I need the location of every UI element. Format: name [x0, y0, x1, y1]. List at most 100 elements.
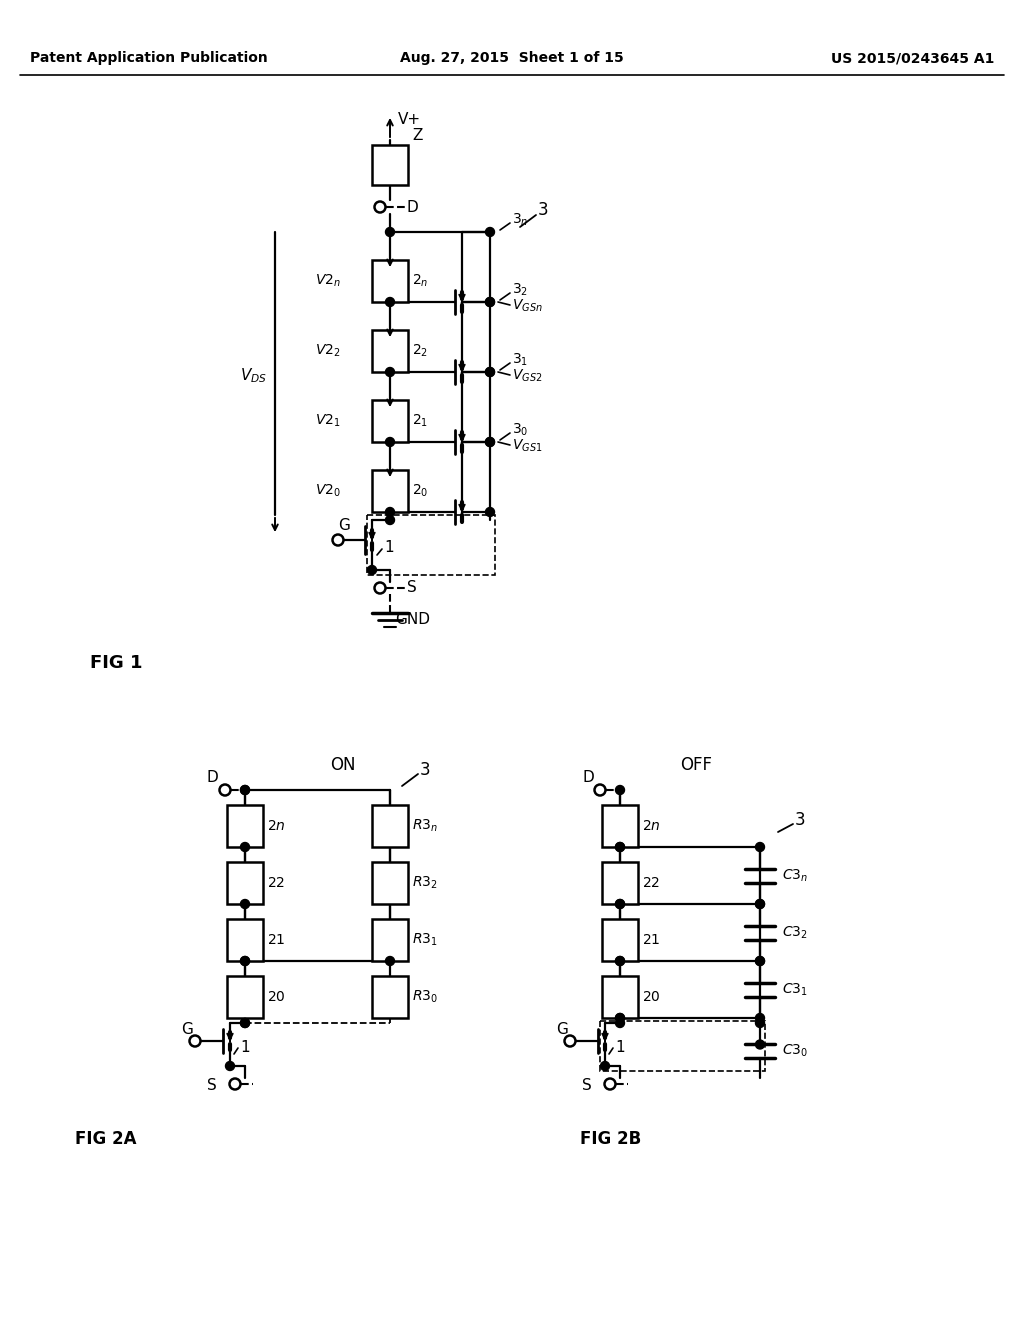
Circle shape [600, 1061, 609, 1071]
Circle shape [615, 842, 625, 851]
Text: $C3_2$: $C3_2$ [782, 924, 808, 941]
Text: $3_n$: $3_n$ [512, 211, 528, 228]
Text: 3: 3 [420, 762, 431, 779]
Text: FIG 2B: FIG 2B [580, 1130, 641, 1148]
Text: S: S [207, 1078, 217, 1093]
Bar [227, 975, 263, 1018]
Bar [600, 1020, 765, 1071]
Text: $V_{DS}$: $V_{DS}$ [240, 367, 267, 385]
Text: $C3_n$: $C3_n$ [782, 867, 808, 883]
Circle shape [615, 957, 625, 965]
Text: $R3_1$: $R3_1$ [412, 932, 438, 948]
Circle shape [241, 785, 250, 795]
Circle shape [615, 1019, 625, 1027]
Circle shape [385, 957, 394, 965]
Text: $C3_0$: $C3_0$ [782, 1043, 808, 1059]
Circle shape [385, 297, 394, 306]
Text: 3: 3 [795, 810, 806, 829]
Bar [367, 515, 495, 576]
Circle shape [756, 899, 765, 908]
Circle shape [485, 437, 495, 446]
Circle shape [385, 367, 394, 376]
Text: $2n$: $2n$ [642, 818, 660, 833]
Circle shape [241, 899, 250, 908]
Text: $R3_2$: $R3_2$ [412, 875, 438, 891]
Text: G: G [181, 1022, 193, 1036]
Bar [372, 862, 408, 904]
Text: S: S [582, 1078, 592, 1093]
Text: $3_1$: $3_1$ [512, 352, 528, 368]
Text: FIG 2A: FIG 2A [75, 1130, 136, 1148]
Circle shape [756, 1040, 765, 1049]
Circle shape [485, 297, 495, 306]
Text: GND: GND [395, 612, 430, 627]
Bar [372, 400, 408, 442]
Circle shape [241, 785, 250, 795]
Circle shape [385, 227, 394, 236]
Circle shape [615, 899, 625, 908]
Circle shape [485, 367, 495, 376]
Circle shape [241, 1019, 250, 1027]
Text: $3_0$: $3_0$ [512, 422, 528, 438]
Circle shape [485, 367, 495, 376]
Bar [372, 145, 408, 185]
Text: 1: 1 [615, 1040, 625, 1055]
Text: D: D [407, 199, 419, 214]
Circle shape [615, 899, 625, 908]
Text: S: S [407, 581, 417, 595]
Bar [227, 805, 263, 847]
Circle shape [385, 437, 394, 446]
Text: $21$: $21$ [642, 933, 660, 946]
Text: $V_{GS2}$: $V_{GS2}$ [512, 368, 543, 384]
Circle shape [241, 957, 250, 965]
Circle shape [385, 516, 394, 524]
Circle shape [615, 957, 625, 965]
Text: D: D [207, 771, 219, 785]
Circle shape [485, 227, 495, 236]
Text: Patent Application Publication: Patent Application Publication [30, 51, 267, 65]
Text: D: D [582, 771, 594, 785]
Circle shape [615, 842, 625, 851]
Text: $2_0$: $2_0$ [412, 483, 428, 499]
Text: $20$: $20$ [642, 990, 660, 1005]
Circle shape [241, 1019, 250, 1027]
Circle shape [368, 565, 377, 574]
Text: $2_n$: $2_n$ [412, 273, 428, 289]
Text: FIG 1: FIG 1 [90, 653, 142, 672]
Text: $2n$: $2n$ [267, 818, 286, 833]
Circle shape [756, 1019, 765, 1027]
Bar [227, 862, 263, 904]
Circle shape [241, 842, 250, 851]
Bar [602, 975, 638, 1018]
Bar [372, 470, 408, 512]
Circle shape [615, 785, 625, 795]
Bar [372, 975, 408, 1018]
Circle shape [385, 507, 394, 516]
Bar [372, 260, 408, 302]
Bar [602, 862, 638, 904]
Circle shape [485, 437, 495, 446]
Bar [372, 330, 408, 372]
Circle shape [756, 957, 765, 965]
Text: G: G [338, 517, 350, 532]
Text: $3_2$: $3_2$ [512, 281, 528, 298]
Bar [372, 805, 408, 847]
Circle shape [756, 957, 765, 965]
Circle shape [241, 957, 250, 965]
Text: $V2_1$: $V2_1$ [315, 413, 341, 429]
Text: OFF: OFF [680, 756, 712, 774]
Text: $20$: $20$ [267, 990, 286, 1005]
Text: 1: 1 [384, 540, 393, 556]
Circle shape [485, 507, 495, 516]
Text: $R3_0$: $R3_0$ [412, 989, 438, 1006]
Text: Aug. 27, 2015  Sheet 1 of 15: Aug. 27, 2015 Sheet 1 of 15 [400, 51, 624, 65]
Text: $C3_1$: $C3_1$ [782, 981, 808, 998]
Bar [602, 805, 638, 847]
Text: $V2_0$: $V2_0$ [315, 483, 341, 499]
Circle shape [756, 1014, 765, 1023]
Text: US 2015/0243645 A1: US 2015/0243645 A1 [830, 51, 994, 65]
Text: $R3_n$: $R3_n$ [412, 818, 438, 834]
Text: ON: ON [330, 756, 355, 774]
Text: $2_2$: $2_2$ [412, 343, 428, 359]
Text: V+: V+ [398, 111, 421, 127]
